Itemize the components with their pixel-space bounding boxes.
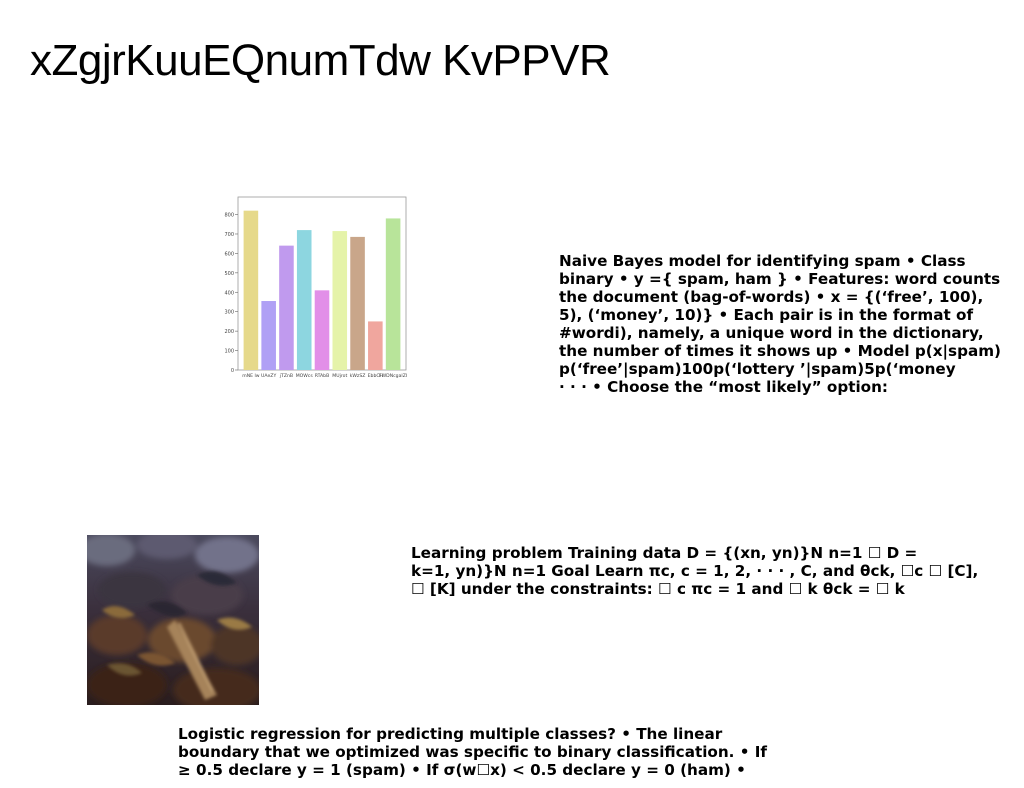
y-tick-label: 200 <box>224 329 234 335</box>
text-line: ☐ [K] under the constraints: ☐ c πc = 1 … <box>411 580 905 598</box>
bar-chart-svg: 0 100 200 300 400 500 600 700 800 mNE lw UAeZY jTZn… <box>224 196 407 379</box>
bar <box>243 210 259 370</box>
y-tick-label: 400 <box>224 290 234 296</box>
y-tick-label: 0 <box>231 368 234 374</box>
slide-title: xZgjrKuuEQnumTdw KvPPVR <box>30 36 611 85</box>
x-tick-label: kWzSZ <box>350 373 366 379</box>
y-tick-label: 600 <box>224 251 234 257</box>
text-line: binary • y ={ spam, ham } • Features: wo… <box>559 270 1001 288</box>
bar <box>368 321 383 370</box>
learning-problem-text: Learning problem Training data D = {(xn,… <box>411 544 978 598</box>
bar <box>350 236 365 370</box>
text-line: Naive Bayes model for identifying spam •… <box>559 252 966 270</box>
bar-chart: 0 100 200 300 400 500 600 700 800 mNE lw UAeZY jTZn… <box>222 196 408 386</box>
y-tick-label: 500 <box>224 271 234 277</box>
bar <box>261 301 276 370</box>
bar <box>314 290 330 370</box>
bar <box>332 231 348 370</box>
x-tick-label: MUjrot <box>332 373 347 379</box>
leaves-photo <box>87 535 259 705</box>
x-tick-label: mNE lw <box>242 373 260 379</box>
x-tick-label: RTAbB <box>315 373 330 379</box>
text-line: k=1, yn)}N n=1 Goal Learn πc, c = 1, 2, … <box>411 562 979 580</box>
logistic-regression-text: Logistic regression for predicting multi… <box>178 725 767 779</box>
y-tick-label: 100 <box>224 349 234 355</box>
dried-leaves-photo-icon <box>87 535 259 705</box>
y-tick-label: 800 <box>224 213 234 219</box>
bar <box>279 245 294 370</box>
naive-bayes-text: Naive Bayes model for identifying spam •… <box>559 252 1001 396</box>
bar <box>296 230 312 370</box>
text-line: #wordi), namely, a unique word in the di… <box>559 324 984 342</box>
y-tick-label: 300 <box>224 310 234 316</box>
x-tick-label: EbbCH <box>368 373 383 379</box>
y-tick-label: 700 <box>224 232 234 238</box>
text-line: 5), (‘money’, 10)} • Each pair is in the… <box>559 306 974 324</box>
text-line: Learning problem Training data D = {(xn,… <box>411 544 918 562</box>
x-tick-label: FWDNcgalZI <box>379 373 407 379</box>
bar <box>385 218 401 370</box>
text-line: boundary that we optimized was specific … <box>178 743 767 761</box>
text-line: p(‘free’|spam)100p(‘lottery ’|spam)5p(‘m… <box>559 360 956 378</box>
text-line: the document (bag-of-words) • x = {(‘fre… <box>559 288 984 306</box>
text-line: ≥ 0.5 declare y = 1 (spam) • If σ(w☐x) <… <box>178 761 746 779</box>
x-tick-label: MOWcs <box>296 373 314 379</box>
x-tick-label: UAeZY <box>261 373 276 379</box>
text-line: Logistic regression for predicting multi… <box>178 725 723 743</box>
x-tick-label: jTZnB <box>279 373 293 379</box>
text-line: · · · • Choose the “most likely” option: <box>559 378 888 396</box>
text-line: the number of times it shows up • Model … <box>559 342 1001 360</box>
